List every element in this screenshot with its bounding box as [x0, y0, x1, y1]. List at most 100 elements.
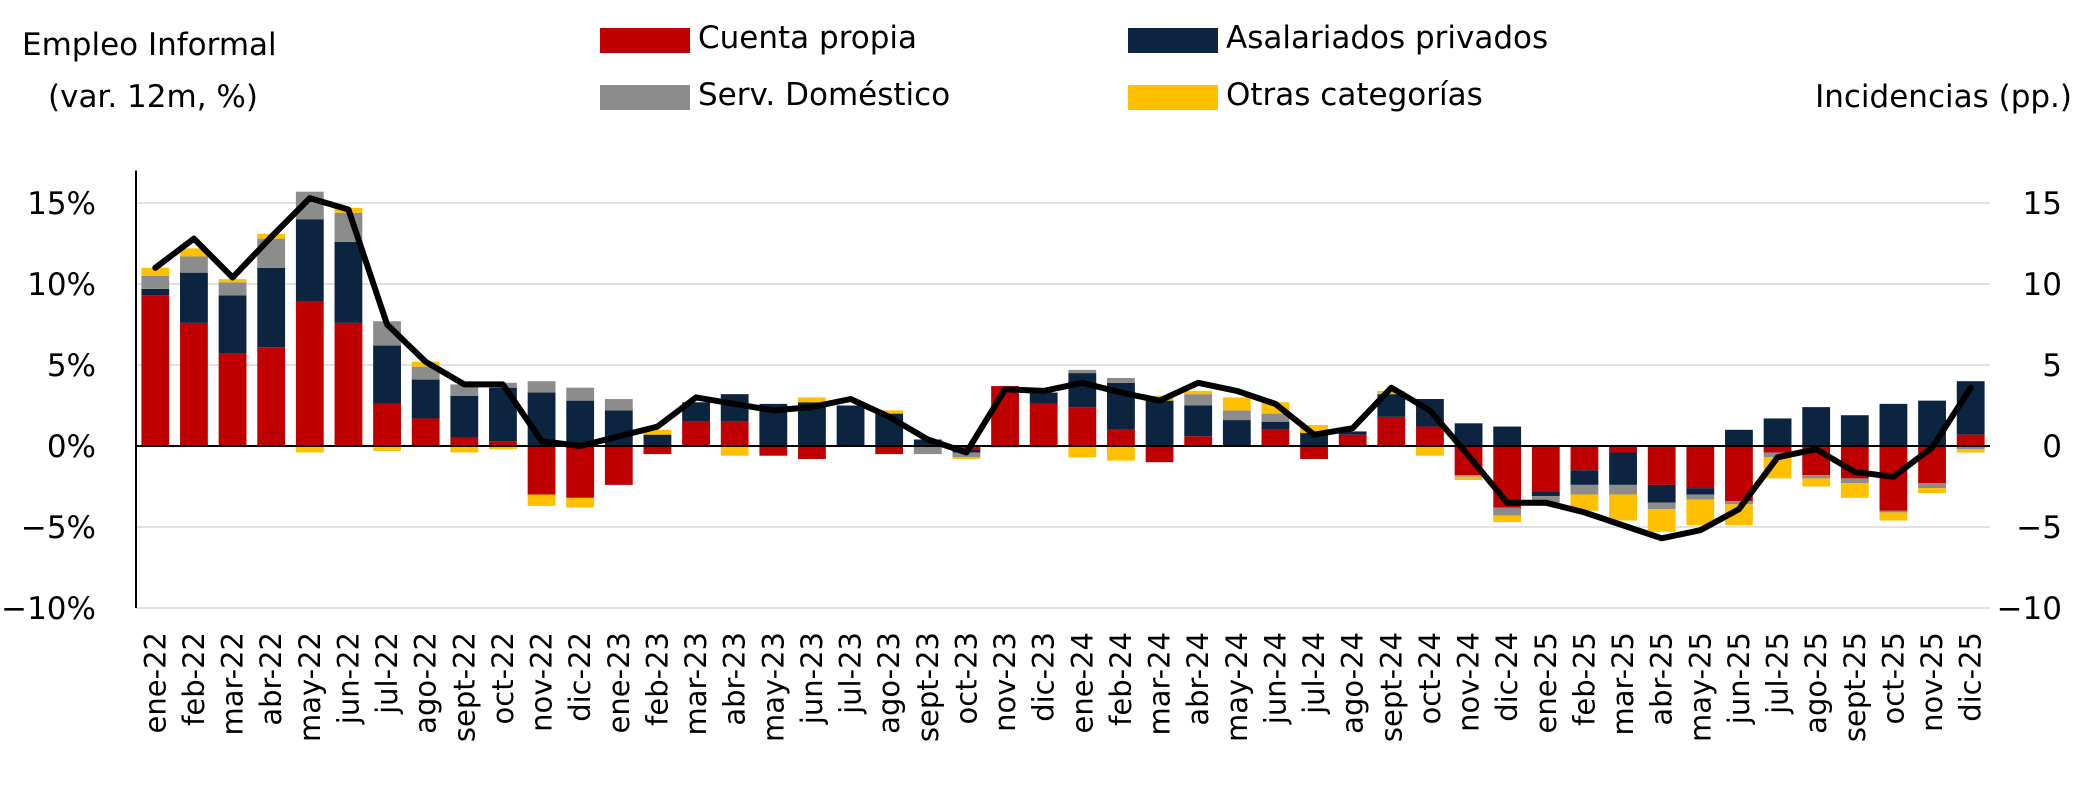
total-line	[152, 195, 1974, 542]
x-tick-label: jul-22	[370, 632, 404, 715]
bar-segment	[682, 402, 710, 422]
bar-segment	[566, 400, 595, 446]
bar-segment	[527, 494, 556, 506]
x-tick-label: dic-25	[1954, 632, 1988, 722]
x-tick-label: sept-22	[447, 632, 481, 742]
bar-segment	[218, 282, 247, 296]
bar-segment	[1802, 407, 1831, 446]
bar-segment	[450, 446, 479, 453]
bar-segment	[720, 446, 749, 456]
bar-segment	[1107, 377, 1135, 383]
bar-segment	[1493, 515, 1522, 523]
x-tick-label: oct-25	[1876, 632, 1910, 724]
x-tick-label: feb-24	[1104, 632, 1138, 726]
bar-segment	[798, 397, 826, 403]
x-tick-label: dic-22	[563, 632, 597, 722]
legend-swatch-asalariados-privados	[1128, 28, 1218, 53]
x-tick-label: oct-23	[949, 632, 983, 724]
left-axis-title-line2: (var. 12m, %)	[48, 79, 258, 115]
bar-segment	[141, 295, 170, 446]
bar-segment	[1493, 426, 1522, 446]
bar-segment	[1956, 446, 1985, 450]
bar-segment	[1068, 373, 1097, 408]
x-tick-labels: ene-22 feb-22 mar-22 abr-22 may-22 jun-22 jul-…	[138, 632, 1987, 742]
left-tick-label: −5%	[21, 510, 96, 546]
bar-segment	[1531, 446, 1560, 492]
bar-segment	[1184, 390, 1213, 395]
bar-segment	[411, 379, 440, 419]
x-tick-label: ago-23	[872, 632, 906, 734]
bar-segment	[1686, 488, 1715, 495]
bar-segment	[1531, 491, 1560, 497]
bar-segment	[1609, 446, 1637, 453]
bar-segment	[1300, 446, 1328, 459]
bar-segment	[1261, 421, 1290, 430]
bar-segment	[1840, 478, 1869, 484]
bar-segment	[411, 366, 440, 380]
right-tick-label: 5	[2042, 348, 2062, 384]
bar-segment	[411, 418, 440, 446]
bar-segment	[1416, 446, 1444, 456]
bar-segment	[373, 403, 401, 446]
x-tick-label: dic-24	[1490, 632, 1524, 722]
bar-segment	[1763, 446, 1792, 453]
bar-segment	[682, 421, 710, 446]
x-tick-label: jul-25	[1761, 632, 1795, 715]
right-axis-title: Incidencias (pp.)	[1815, 79, 2072, 115]
legend-swatch-otras-categorias	[1128, 85, 1218, 110]
bar-segment	[1879, 403, 1908, 446]
bars	[141, 191, 1985, 532]
bar-segment	[566, 387, 595, 401]
bar-segment	[1647, 446, 1676, 485]
bar-segment	[1570, 484, 1599, 495]
bar-segment	[373, 446, 401, 451]
bar-segment	[643, 429, 672, 435]
x-tick-label: sept-23	[911, 632, 945, 742]
bar-segment	[1145, 446, 1174, 463]
bar-segment	[1493, 507, 1522, 516]
left-axis-title-line1: Empleo Informal	[22, 27, 277, 63]
bar-segment	[643, 446, 672, 455]
bar-segment	[875, 446, 904, 455]
bar-segment	[1686, 499, 1715, 526]
x-tick-label: sept-24	[1374, 632, 1408, 742]
x-tick-label: feb-23	[640, 632, 674, 726]
bar-segment	[180, 248, 208, 257]
bar-segment	[1647, 484, 1676, 503]
bar-segment	[720, 421, 749, 446]
bar-segment	[1261, 402, 1290, 414]
legend-swatch-cuenta-propia	[600, 28, 690, 53]
left-tick-label: 0%	[47, 429, 96, 465]
bar-segment	[1725, 501, 1753, 505]
bar-segment	[1686, 446, 1715, 489]
x-tick-label: abr-23	[718, 632, 752, 726]
bar-segment	[180, 322, 208, 446]
bar-segment	[1068, 446, 1097, 458]
left-tick-label: 15%	[27, 186, 96, 222]
x-tick-label: ene-25	[1529, 632, 1563, 733]
x-tick-label: abr-25	[1645, 632, 1679, 726]
bar-segment	[218, 295, 247, 354]
bar-segment	[1840, 415, 1869, 446]
axes	[135, 170, 1990, 608]
bar-segment	[1802, 478, 1831, 487]
bar-segment	[913, 439, 942, 446]
legend-label-asalariados-privados: Asalariados privados	[1226, 20, 1548, 56]
bar-segment	[1609, 452, 1637, 485]
x-tick-label: abr-22	[254, 632, 288, 726]
x-tick-label: jul-24	[1297, 632, 1331, 715]
legend-item-asalariados-privados: Asalariados privados	[1128, 20, 1548, 56]
x-tick-label: ago-25	[1799, 632, 1833, 734]
bar-segment	[1918, 483, 1946, 489]
x-tick-label: nov-22	[525, 632, 559, 732]
bar-segment	[489, 446, 517, 450]
x-tick-label: ene-23	[602, 632, 636, 733]
x-tick-label: mar-24	[1143, 632, 1177, 735]
bar-segment	[1068, 407, 1097, 446]
bar-segment	[1609, 494, 1637, 521]
x-tick-label: mar-23	[679, 632, 713, 735]
bar-segment	[1454, 476, 1483, 481]
bar-segment	[991, 386, 1019, 446]
bar-segment	[1531, 496, 1560, 503]
